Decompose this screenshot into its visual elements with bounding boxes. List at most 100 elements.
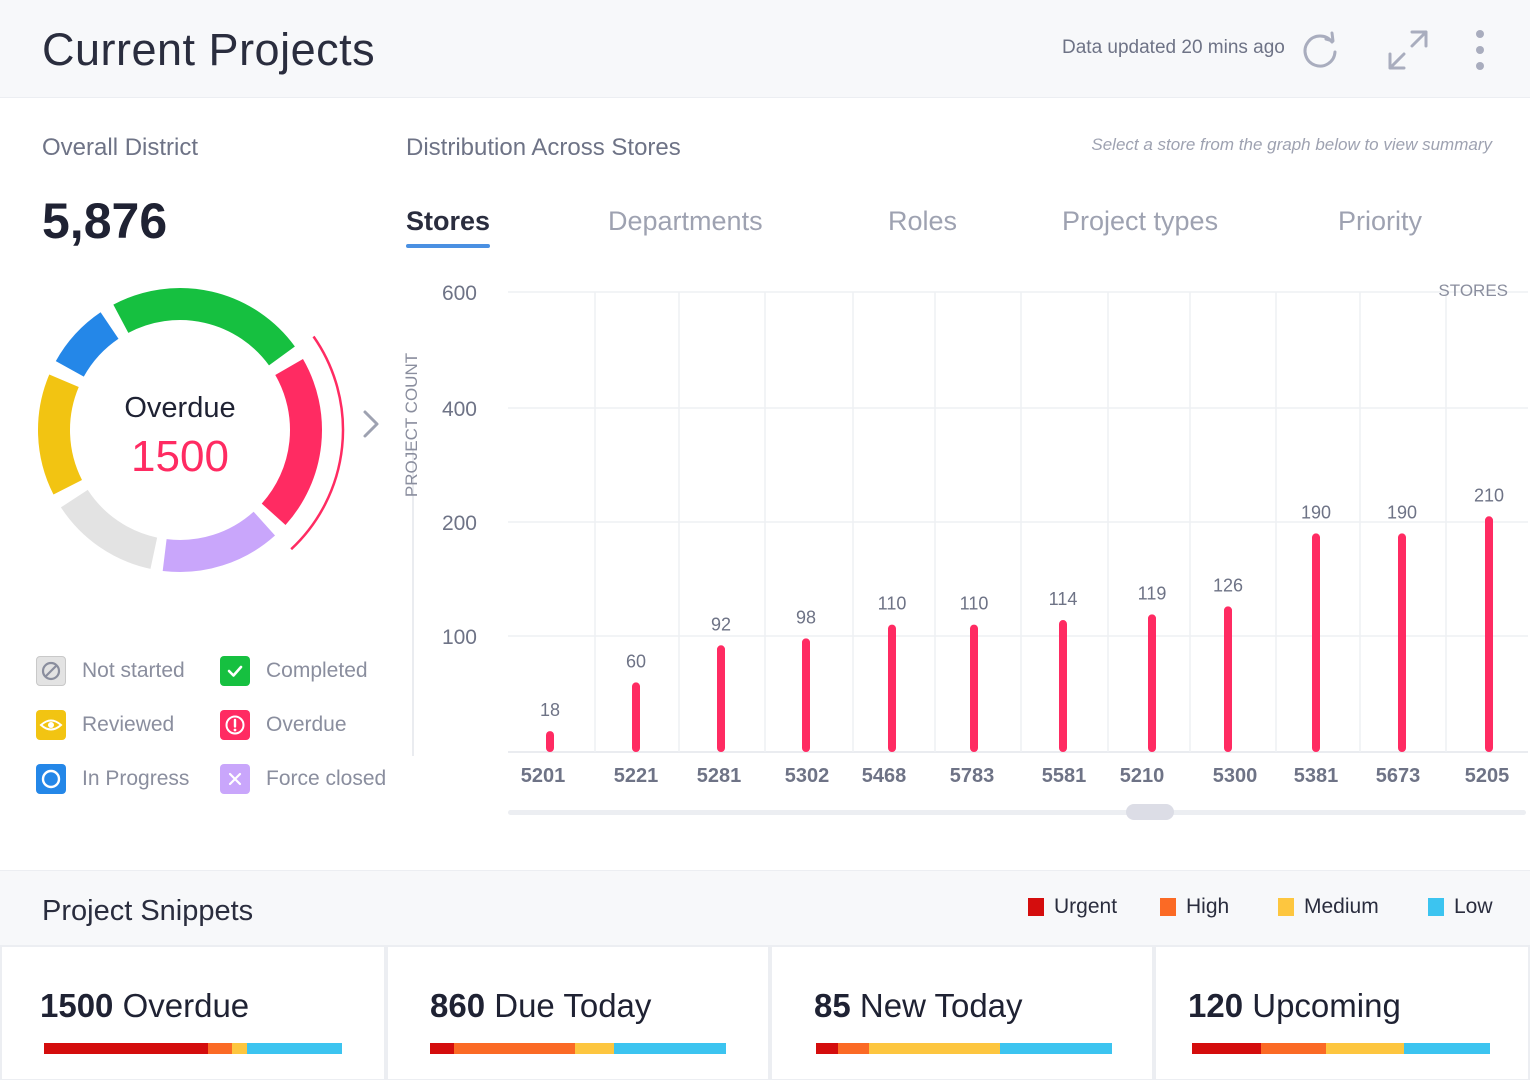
priority-bar-segment-urgent [1192, 1043, 1261, 1054]
bar-store-5210[interactable] [1148, 614, 1156, 752]
data-updated-text: Data updated 20 mins ago [1062, 37, 1285, 58]
legend-item-in-progress[interactable]: In Progress [36, 763, 189, 795]
kebab-menu-icon [1476, 30, 1484, 70]
card-count: 1500 [40, 987, 114, 1024]
x-tick-label[interactable]: 5381 [1294, 765, 1339, 787]
donut-next-button[interactable] [356, 404, 386, 444]
tab-departments[interactable]: Departments [608, 206, 763, 236]
chart-hint-text: Select a store from the graph below to v… [1091, 135, 1492, 154]
tab-project-types[interactable]: Project types [1062, 206, 1219, 236]
y-tick-label: 400 [442, 398, 477, 421]
tab-roles[interactable]: Roles [888, 206, 958, 236]
x-tick-label[interactable]: 5281 [697, 765, 742, 787]
priority-label: Low [1454, 895, 1493, 918]
bar-store-5281[interactable] [717, 645, 725, 752]
donut-segment-reviewed[interactable] [38, 374, 83, 495]
card-title: 1500 Overdue [40, 987, 249, 1025]
overdue-icon [220, 710, 250, 740]
donut-segment-not-started[interactable] [60, 489, 158, 569]
x-tick-label[interactable]: 5783 [950, 765, 995, 787]
tab-stores[interactable]: Stores [406, 206, 491, 236]
bar-store-5302[interactable] [802, 638, 810, 752]
x-axis-label: STORES [1438, 281, 1508, 300]
legend-item-reviewed[interactable]: Reviewed [36, 709, 174, 741]
x-tick-label[interactable]: 5205 [1465, 765, 1510, 787]
x-tick-label[interactable]: 5210 [1120, 765, 1165, 787]
bar-store-5468[interactable] [888, 624, 896, 752]
header-bar: Current Projects Data updated 20 mins ag… [0, 0, 1530, 98]
x-tick-label[interactable]: 5673 [1376, 765, 1421, 787]
legend-label: Not started [82, 659, 185, 682]
card-title: 85 New Today [814, 987, 1023, 1025]
legend-item-not-started[interactable]: Not started [36, 655, 185, 687]
bar-store-5581[interactable] [1059, 620, 1067, 752]
priority-bar-segment-high [453, 1043, 576, 1054]
refresh-icon [1303, 31, 1337, 68]
donut-segment-in-progress[interactable] [55, 312, 119, 378]
overall-district-label: Overall District [42, 134, 199, 161]
in-progress-icon [36, 764, 66, 794]
bar-store-5221[interactable] [632, 682, 640, 752]
bar-store-5673[interactable] [1398, 533, 1406, 752]
y-tick-label: 100 [442, 626, 477, 649]
donut-segment-completed[interactable] [113, 288, 295, 366]
legend-label: In Progress [82, 767, 190, 790]
bar-value-label: 18 [540, 700, 560, 720]
tab-priority[interactable]: Priority [1338, 206, 1423, 236]
bar-value-label: 98 [796, 607, 816, 627]
not-started-icon [36, 656, 66, 686]
chart-scroll-thumb[interactable] [1126, 804, 1174, 820]
snippet-card-due-today[interactable]: 860 Due Today [386, 945, 770, 1080]
priority-bar-segment-low [999, 1043, 1112, 1054]
bar-store-5205[interactable] [1485, 516, 1493, 752]
priority-bar [44, 1043, 342, 1054]
card-title: 860 Due Today [430, 987, 651, 1025]
chart-scroll-track[interactable] [508, 810, 1526, 815]
card-title: 120 Upcoming [1188, 987, 1401, 1025]
priority-bar-segment-medium [869, 1043, 1000, 1054]
priority-legend-high: High [1160, 895, 1229, 919]
status-donut-chart[interactable] [30, 280, 360, 610]
bar-value-label: 92 [711, 614, 731, 634]
bar-store-5201[interactable] [546, 731, 554, 752]
priority-label: Urgent [1054, 895, 1118, 918]
snippet-card-upcoming[interactable]: 120 Upcoming [1154, 945, 1530, 1080]
priority-legend-medium: Medium [1278, 895, 1379, 919]
more-options-button[interactable] [1465, 26, 1495, 74]
x-tick-label[interactable]: 5581 [1042, 765, 1087, 787]
donut-segment-force-closed[interactable] [162, 511, 276, 572]
x-tick-label[interactable]: 5468 [862, 765, 907, 787]
priority-bar-segment-urgent [430, 1043, 454, 1054]
bar-value-label: 60 [626, 651, 646, 671]
priority-bar-segment-medium [231, 1043, 247, 1054]
snippet-cards: 1500 Overdue 860 Due Today 85 New Today … [0, 945, 1530, 1080]
donut-segment-overdue[interactable] [261, 359, 322, 526]
overall-district-value: 5,876 [42, 193, 168, 249]
expand-button[interactable] [1386, 28, 1430, 72]
snippet-card-overdue[interactable]: 1500 Overdue [0, 945, 386, 1080]
refresh-button[interactable] [1298, 28, 1342, 72]
priority-bar [430, 1043, 726, 1054]
page-title: Current Projects [42, 24, 376, 75]
legend-item-overdue[interactable]: Overdue [220, 709, 347, 741]
priority-bar-segment-high [838, 1043, 870, 1054]
legend-label: Overdue [266, 713, 347, 736]
legend-label: Force closed [266, 767, 387, 790]
priority-label: High [1186, 895, 1230, 918]
legend-item-force-closed[interactable]: Force closed [220, 763, 386, 795]
card-label: Overdue [122, 987, 250, 1024]
bar-store-5300[interactable] [1224, 606, 1232, 752]
card-count: 120 [1188, 987, 1244, 1024]
x-tick-label[interactable]: 5302 [785, 765, 830, 787]
x-tick-label[interactable]: 5221 [614, 765, 659, 787]
bar-value-label: 110 [960, 594, 989, 614]
priority-bar [1192, 1043, 1490, 1054]
x-tick-label[interactable]: 5300 [1213, 765, 1258, 787]
legend-item-completed[interactable]: Completed [220, 655, 368, 687]
bar-store-5381[interactable] [1312, 533, 1320, 752]
snippet-card-new-today[interactable]: 85 New Today [770, 945, 1154, 1080]
stores-bar-chart[interactable]: 100 200 400 600 18 5201 60 5221 92 5281 98 5302 110 5… [390, 270, 1530, 830]
bar-store-5783[interactable] [970, 624, 978, 752]
donut-selection-arc [290, 335, 345, 551]
x-tick-label[interactable]: 5201 [521, 765, 566, 787]
